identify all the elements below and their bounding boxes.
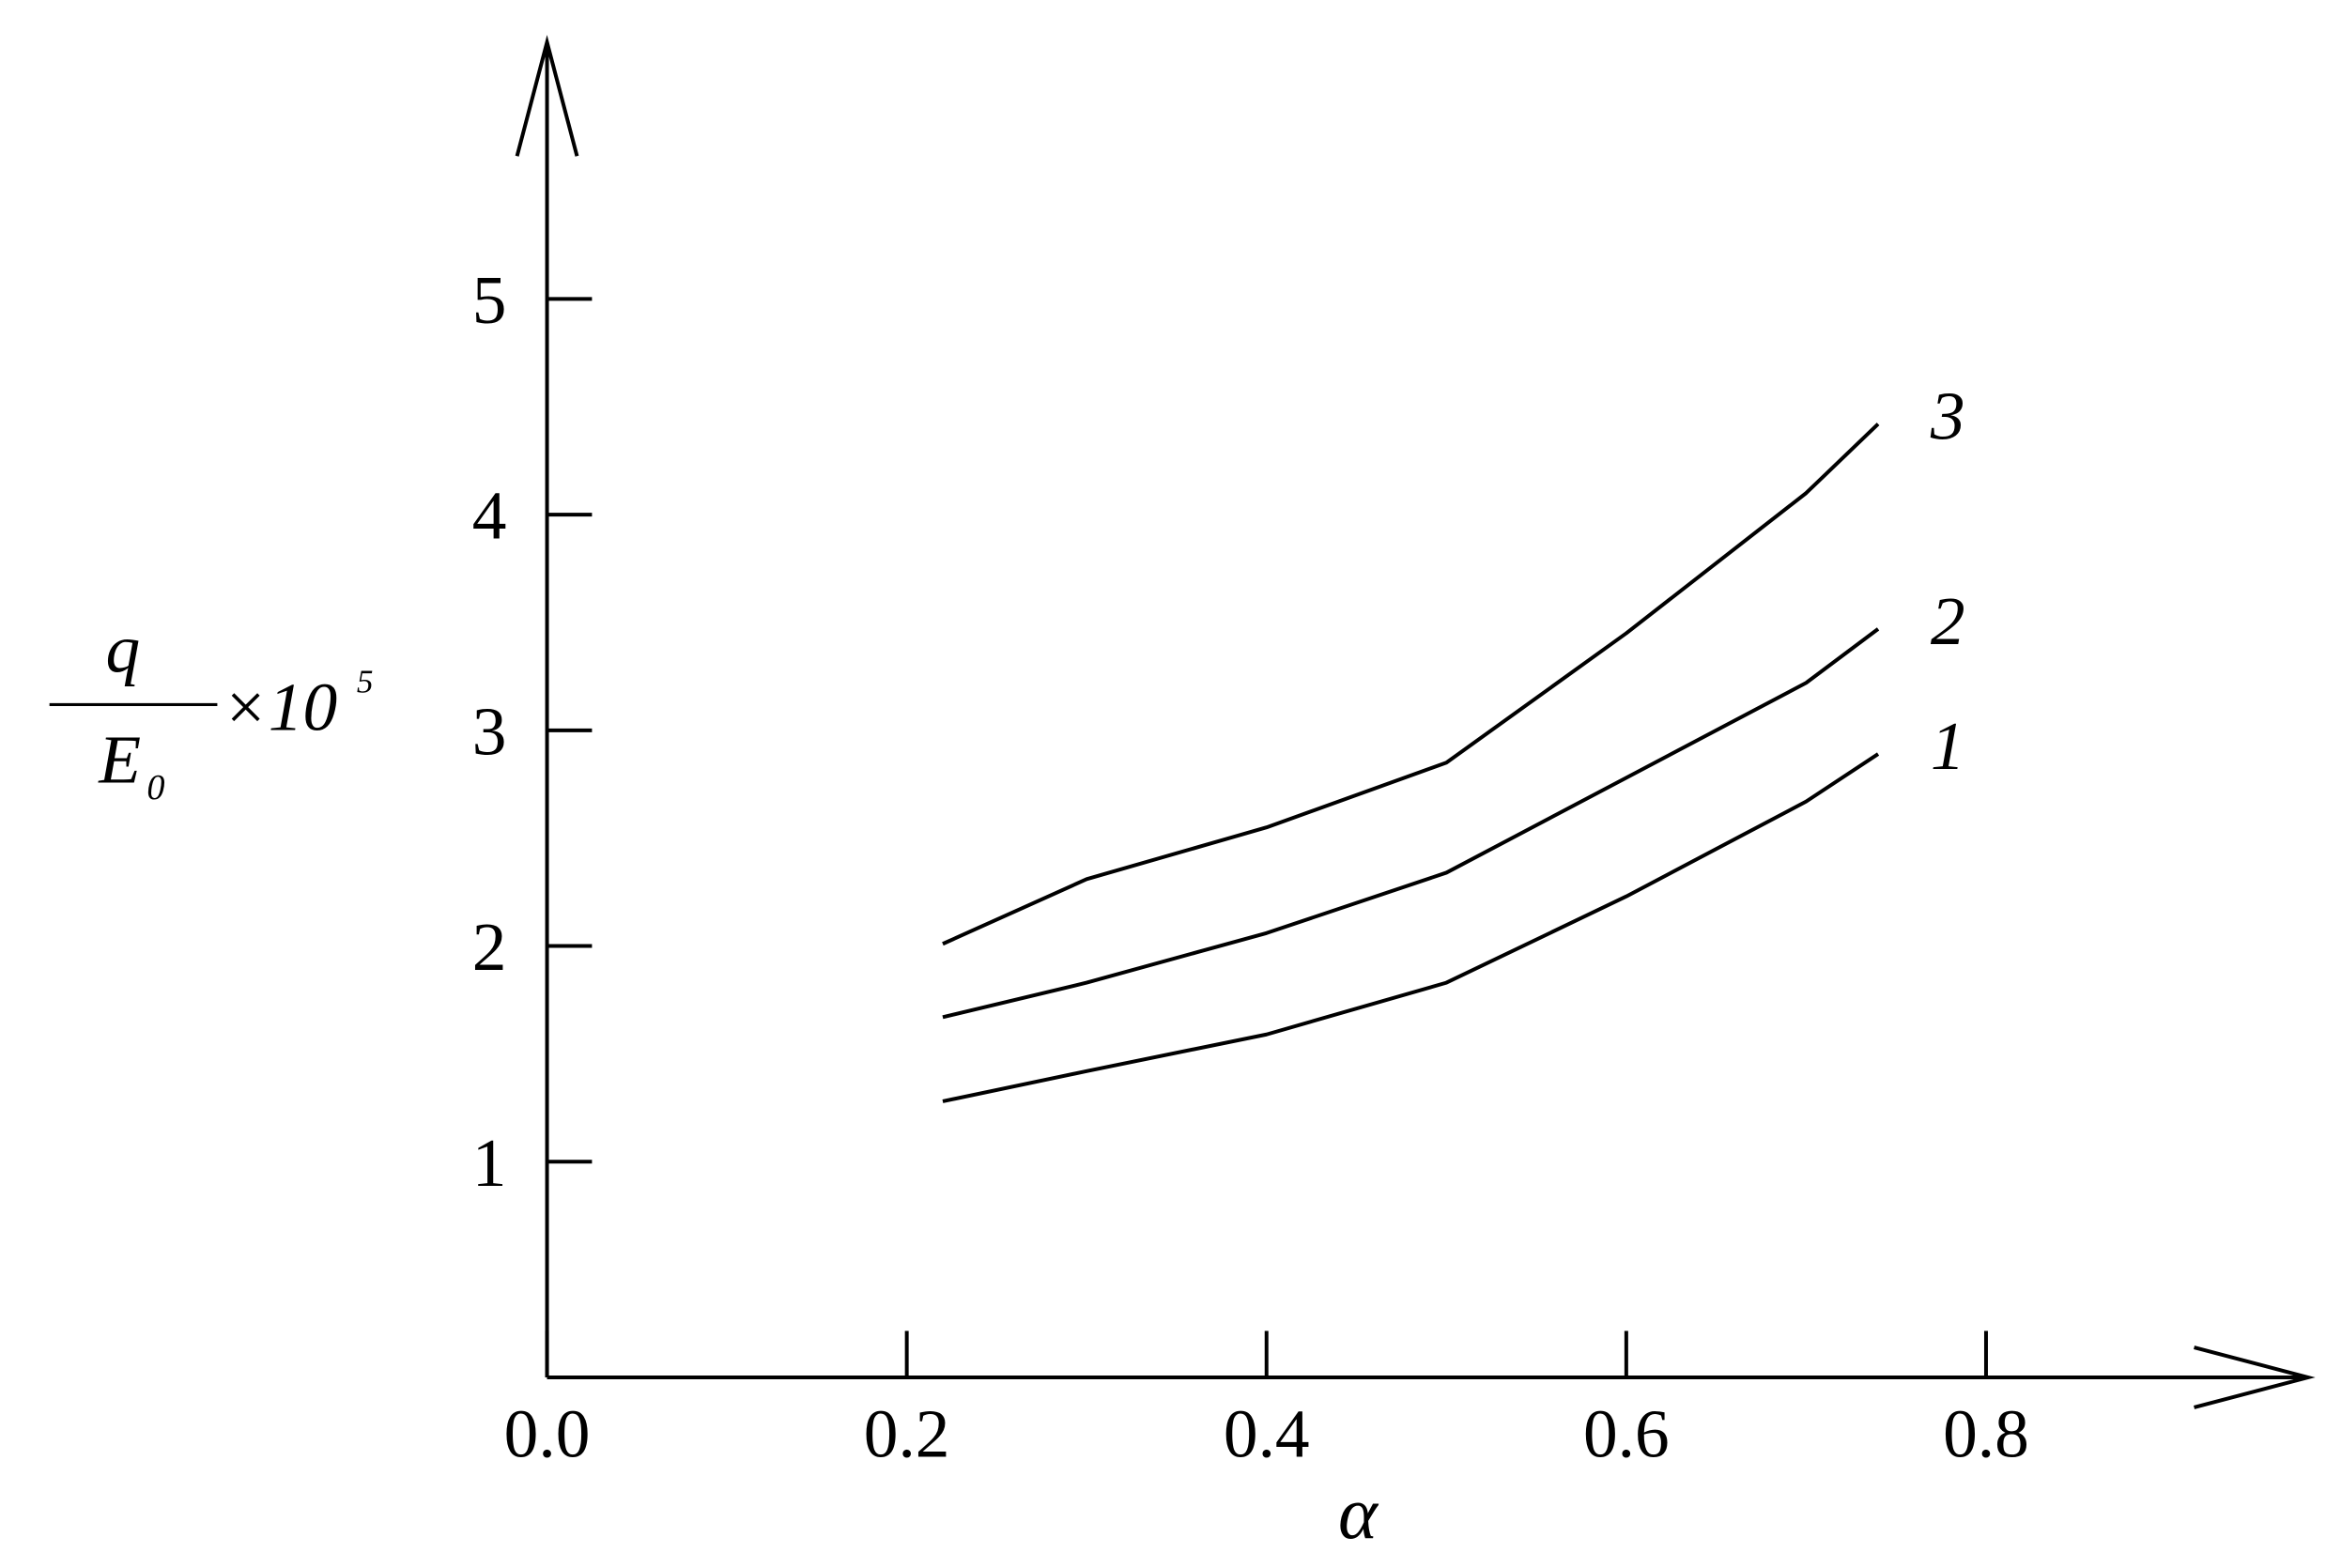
x-tick-label: 0.6	[1583, 1396, 1670, 1472]
y-tick-label: 4	[472, 478, 507, 554]
series-line	[942, 627, 1880, 1020]
y-axis-arrow	[515, 35, 579, 157]
series-line	[942, 423, 1880, 946]
y-label-exponent: 5	[357, 664, 374, 700]
y-tick-label: 5	[472, 262, 507, 338]
y-label-factor: ×10	[222, 669, 337, 746]
y-label-subscript: 0	[146, 768, 164, 807]
series-line	[942, 752, 1880, 1103]
x-tick-label: 0.4	[1224, 1396, 1310, 1472]
x-tick-label: 0.8	[1943, 1396, 2029, 1472]
series-label: 1	[1931, 708, 1965, 784]
x-tick-label: 0.0	[504, 1396, 591, 1472]
series-label: 3	[1930, 378, 1965, 454]
y-tick-label: 1	[472, 1125, 507, 1201]
y-tick-label: 3	[472, 693, 507, 769]
y-label: q E 0 ×10 5	[49, 610, 374, 807]
x-tick-label: 0.2	[864, 1396, 950, 1472]
y-label-denominator: E	[98, 721, 141, 797]
y-label-numerator: q	[106, 610, 141, 686]
series-label: 2	[1931, 583, 1965, 659]
x-axis-arrow	[2194, 1345, 2316, 1409]
x-label: α	[1338, 1472, 1379, 1555]
y-tick-label: 2	[472, 909, 507, 985]
